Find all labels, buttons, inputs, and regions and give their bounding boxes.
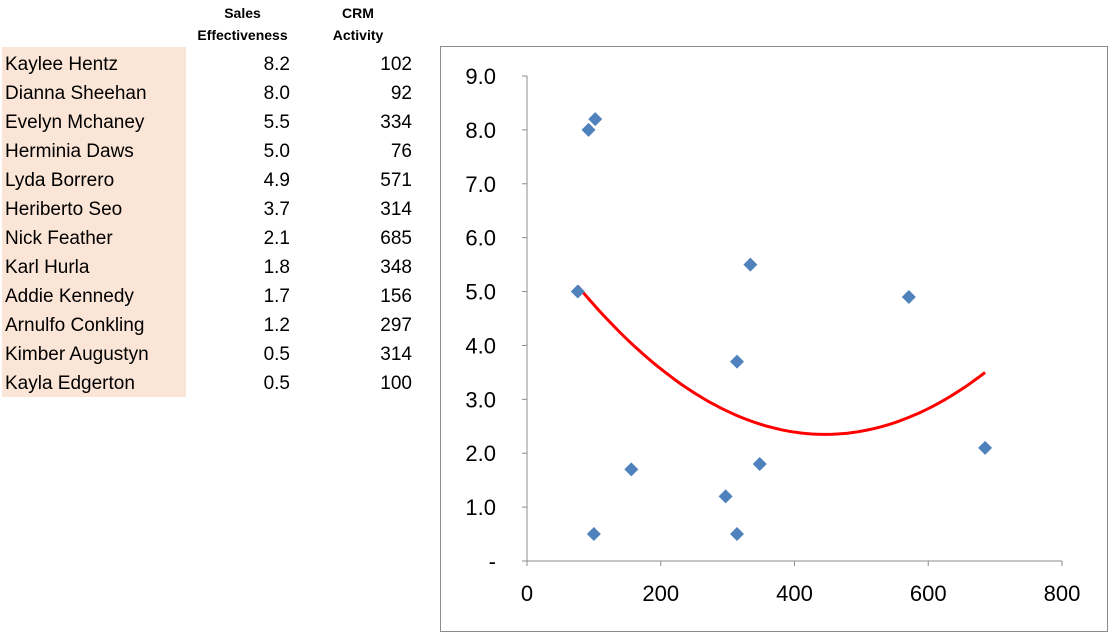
table-row[interactable]: Kaylee Hentz 8.2 102 (0, 50, 420, 79)
y-tick-label: 8.0 (465, 118, 496, 143)
trendline (576, 285, 987, 436)
y-tick-label: 2.0 (465, 441, 496, 466)
table-row[interactable]: Herminia Daws 5.0 76 (0, 137, 420, 166)
sales-effectiveness-value: 1.7 (263, 286, 290, 307)
header-sales-line2: Effectiveness (197, 27, 288, 43)
table-row[interactable]: Arnulfo Conkling 1.2 297 (0, 311, 420, 340)
rep-name: Arnulfo Conkling (5, 315, 145, 336)
sales-effectiveness-value: 2.1 (263, 228, 290, 249)
sales-effectiveness-value: 5.0 (263, 141, 290, 162)
crm-activity-value: 314 (380, 199, 412, 220)
table-row[interactable]: Evelyn Mchaney 5.5 334 (0, 108, 420, 137)
x-tick-label: 200 (642, 581, 679, 606)
table-row[interactable]: Lyda Borrero 4.9 571 (0, 166, 420, 195)
rep-name: Kaylee Hentz (5, 54, 119, 75)
header-crm-line1: CRM (342, 5, 374, 21)
y-tick-label: - (489, 549, 496, 574)
x-tick-label: 600 (910, 581, 947, 606)
data-point (718, 489, 733, 504)
rep-name: Nick Feather (5, 228, 113, 249)
crm-activity-value: 100 (380, 373, 412, 394)
scatter-chart[interactable]: - 1.0 2.0 3.0 4.0 5.0 6.0 7.0 8.0 9.0 0 200 400 600 80… (440, 46, 1108, 632)
sales-effectiveness-value: 1.2 (263, 315, 290, 336)
y-tick-label: 7.0 (465, 172, 496, 197)
crm-activity-value: 102 (380, 54, 412, 75)
crm-activity-value: 297 (380, 315, 412, 336)
rep-name: Kimber Augustyn (5, 344, 149, 365)
sales-effectiveness-value: 4.9 (263, 170, 290, 191)
sales-effectiveness-value: 3.7 (263, 199, 290, 220)
y-tick-label: 4.0 (465, 333, 496, 358)
crm-activity-value: 92 (390, 83, 412, 104)
y-tick-label: 3.0 (465, 387, 496, 412)
y-tick-label: 1.0 (465, 495, 496, 520)
rep-name: Lyda Borrero (5, 170, 115, 191)
table-row[interactable]: Nick Feather 2.1 685 (0, 224, 420, 253)
x-tick-label: 400 (776, 581, 813, 606)
crm-activity-value: 685 (380, 228, 412, 249)
crm-activity-value: 571 (380, 170, 412, 191)
data-point (752, 457, 767, 471)
rep-name: Herminia Daws (5, 141, 134, 162)
data-point (586, 527, 601, 542)
data-point (570, 284, 585, 299)
data-point (624, 462, 639, 477)
table-row[interactable]: Karl Hurla 1.8 348 (0, 253, 420, 282)
rep-name: Dianna Sheehan (5, 83, 147, 104)
crm-activity-value: 348 (380, 257, 412, 278)
sales-effectiveness-value: 0.5 (263, 373, 290, 394)
crm-activity-value: 76 (390, 141, 412, 162)
header-sales-line1: Sales (224, 5, 261, 21)
data-point (588, 112, 603, 127)
header-sales-effectiveness: Sales Effectiveness (190, 2, 295, 46)
crm-activity-value: 156 (380, 286, 412, 307)
sales-effectiveness-value: 8.0 (263, 83, 290, 104)
table-row[interactable]: Kayla Edgerton 0.5 100 (0, 369, 420, 398)
rep-name: Karl Hurla (5, 257, 90, 278)
sales-effectiveness-value: 5.5 (263, 112, 290, 133)
y-tick-label: 6.0 (465, 226, 496, 251)
y-tick-label: 9.0 (465, 64, 496, 89)
sales-effectiveness-value: 0.5 (263, 344, 290, 365)
table-row[interactable]: Dianna Sheehan 8.0 92 (0, 79, 420, 108)
data-point (581, 122, 596, 137)
sales-effectiveness-value: 1.8 (263, 257, 290, 278)
crm-activity-value: 334 (380, 112, 412, 133)
rep-name: Evelyn Mchaney (5, 112, 145, 133)
header-crm-activity: CRM Activity (322, 2, 394, 46)
x-tick-label: 0 (521, 581, 533, 606)
data-point (743, 257, 758, 272)
rep-name: Heriberto Seo (5, 199, 123, 220)
name-column-fill (2, 47, 186, 397)
header-crm-line2: Activity (332, 27, 384, 43)
rep-name: Kayla Edgerton (5, 373, 135, 394)
sales-effectiveness-value: 8.2 (263, 54, 290, 75)
y-tick-label: 5.0 (465, 280, 496, 305)
chart-svg: - 1.0 2.0 3.0 4.0 5.0 6.0 7.0 8.0 9.0 0 200 400 600 80… (465, 64, 1081, 606)
table-row[interactable]: Addie Kennedy 1.7 156 (0, 282, 420, 311)
data-point (978, 440, 993, 455)
table-row[interactable]: Heriberto Seo 3.7 314 (0, 195, 420, 224)
data-point (729, 527, 744, 542)
data-point (901, 289, 916, 304)
x-tick-label: 800 (1044, 581, 1081, 606)
table-row[interactable]: Kimber Augustyn 0.5 314 (0, 340, 420, 369)
data-point (729, 354, 744, 369)
crm-activity-value: 314 (380, 344, 412, 365)
rep-name: Addie Kennedy (5, 286, 134, 307)
